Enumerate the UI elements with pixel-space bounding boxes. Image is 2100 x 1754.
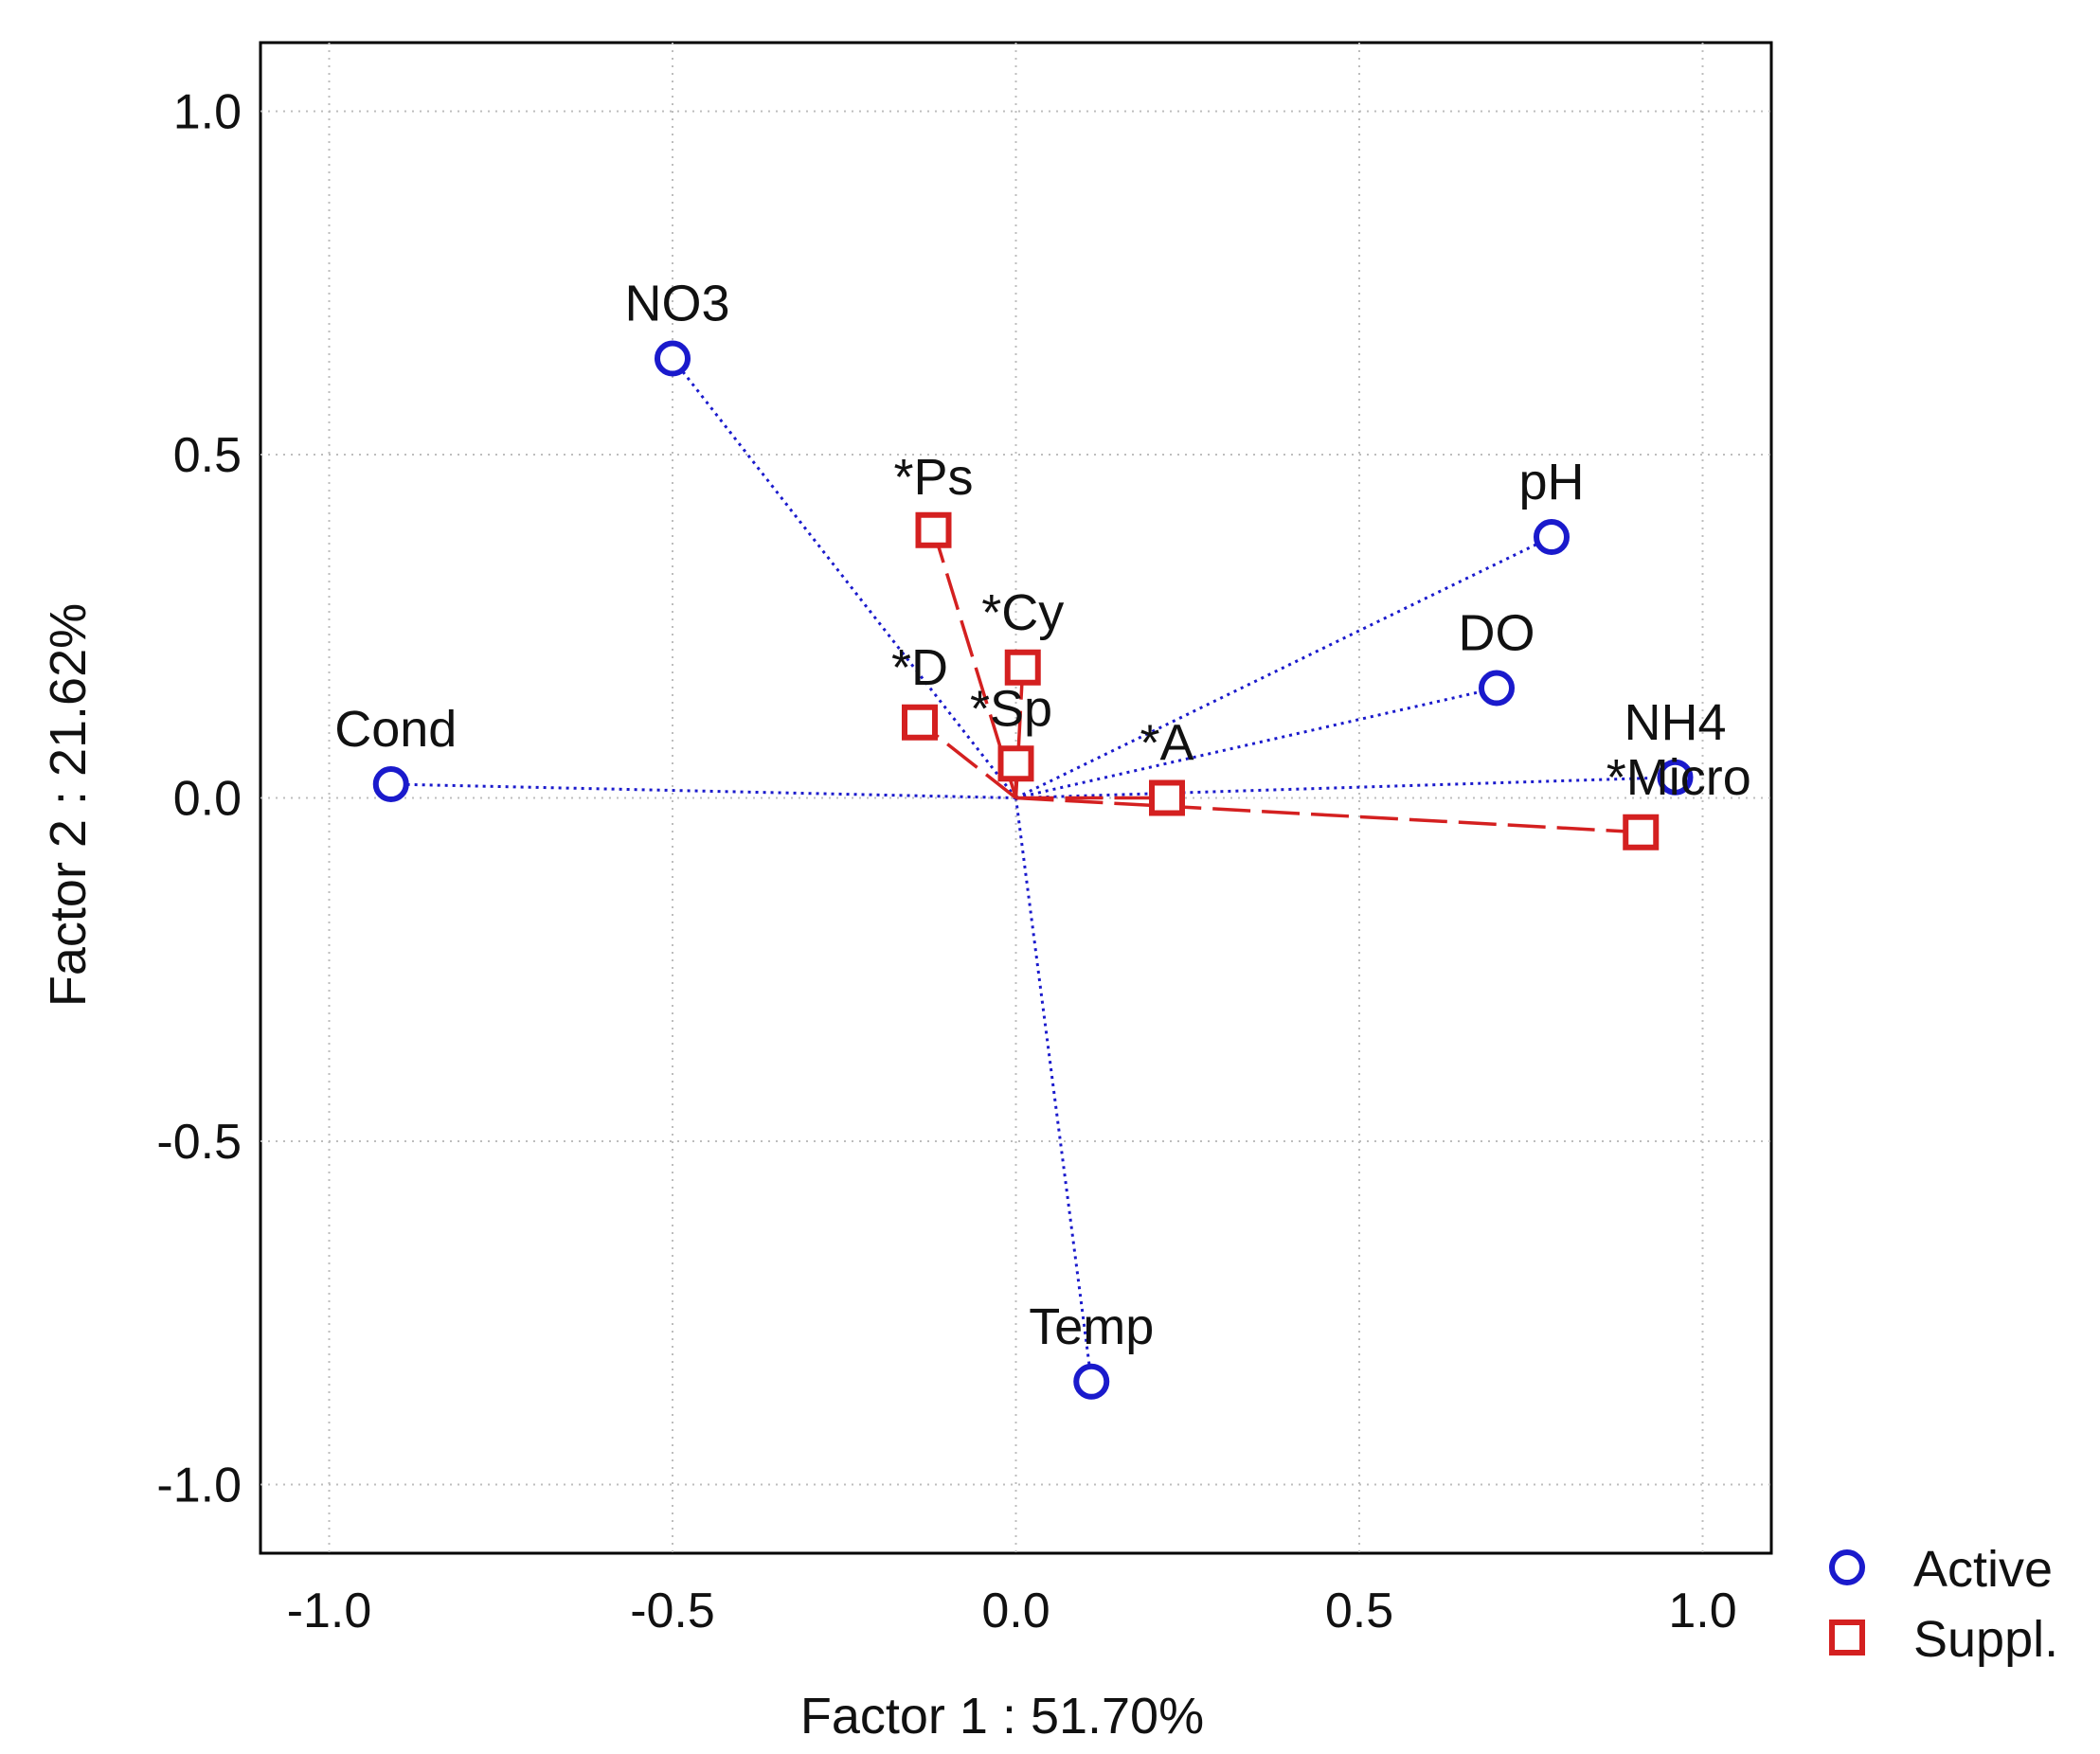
- y-tick-label: -1.0: [156, 1459, 242, 1513]
- point-cond: [372, 766, 409, 802]
- y-tick-label: 0.0: [173, 772, 242, 827]
- label-cond: Cond: [334, 701, 457, 758]
- label-micro: *Micro: [1606, 749, 1751, 806]
- legend-active-marker: [1829, 1549, 1865, 1585]
- label-a: *A: [1140, 715, 1194, 772]
- point-markers: [372, 340, 1694, 1400]
- point-a: [1149, 779, 1185, 816]
- legend: Active Suppl.: [1829, 1541, 2058, 1668]
- y-tick-label: 1.0: [173, 85, 242, 140]
- legend-suppl-marker: [1829, 1620, 1865, 1656]
- label-ps: *Ps: [893, 449, 973, 506]
- tick-labels: -1.0 -0.5 0.0 0.5 1.0 -1.0 -0.5 0.0 0.5 1.0: [156, 85, 1736, 1639]
- label-nh4: NH4: [1624, 694, 1726, 751]
- point-ps: [915, 511, 952, 548]
- vector-ps: [931, 529, 1018, 799]
- vector-cond: [390, 782, 1016, 799]
- vector-do: [1015, 687, 1498, 799]
- x-tick-label: -0.5: [630, 1584, 715, 1638]
- gridlines: [260, 43, 1771, 1553]
- label-sp: *Sp: [970, 680, 1052, 737]
- label-temp: Temp: [1029, 1298, 1154, 1355]
- label-no3: NO3: [624, 276, 729, 332]
- vector-no3: [671, 357, 1017, 799]
- point-labels: NO3 pH DO Cond NH4 Temp *Ps *Cy *D *Sp *A *Micro: [334, 276, 1751, 1355]
- point-cy: [1004, 649, 1041, 686]
- x-tick-label: 0.5: [1325, 1584, 1393, 1638]
- label-ph: pH: [1518, 454, 1584, 510]
- legend-active-label: Active: [1913, 1541, 2053, 1598]
- point-no3: [655, 340, 691, 377]
- vector-ph: [1014, 535, 1553, 799]
- x-tick-label: -1.0: [287, 1584, 372, 1638]
- label-do: DO: [1459, 605, 1535, 662]
- y-tick-label: -0.5: [156, 1115, 242, 1170]
- point-nh4: [1657, 759, 1694, 796]
- point-d: [902, 704, 938, 741]
- x-tick-label: 0.0: [981, 1584, 1050, 1638]
- vector-micro: [1015, 796, 1642, 834]
- x-axis-title: Factor 1 : 51.70%: [800, 1688, 1204, 1745]
- x-tick-label: 1.0: [1668, 1584, 1736, 1638]
- point-ph: [1534, 519, 1570, 555]
- y-tick-label: 0.5: [173, 428, 242, 483]
- y-axis-title: Factor 2 : 21.62%: [40, 603, 97, 1007]
- point-micro: [1623, 814, 1660, 850]
- label-d: *D: [891, 639, 948, 696]
- legend-suppl-label: Suppl.: [1913, 1611, 2058, 1668]
- point-temp: [1073, 1363, 1110, 1400]
- label-cy: *Cy: [981, 584, 1064, 641]
- point-do: [1479, 670, 1515, 707]
- point-sp: [997, 745, 1034, 782]
